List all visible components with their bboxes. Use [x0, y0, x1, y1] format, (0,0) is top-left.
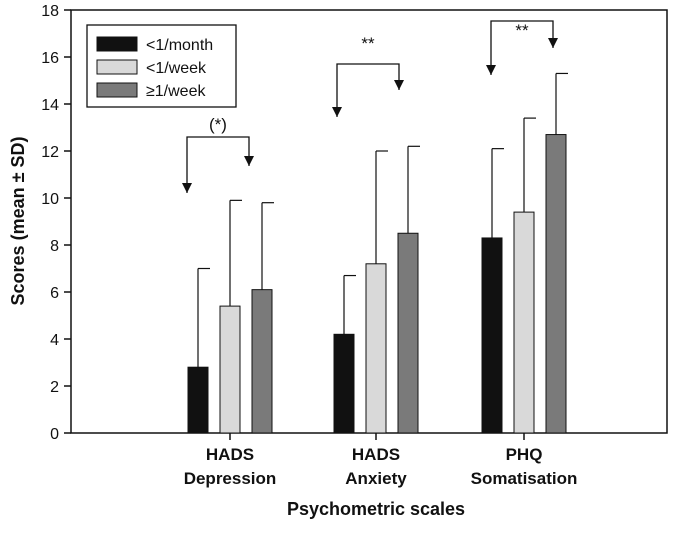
- significance-brackets: (*) ** **: [182, 20, 558, 193]
- bar: [545, 134, 567, 434]
- x-category-label: HADS: [352, 445, 400, 464]
- y-tick-label: 4: [50, 332, 59, 349]
- y-axis-title: Scores (mean ± SD): [8, 137, 28, 306]
- significance-bracket: [186, 136, 250, 193]
- y-tick-label: 12: [41, 144, 59, 161]
- legend-label: <1/week: [146, 60, 207, 77]
- legend: <1/month <1/week ≥1/week: [86, 24, 237, 108]
- x-category-label: HADS: [206, 445, 254, 464]
- x-category-label: Depression: [184, 469, 277, 488]
- significance-label: (*): [209, 115, 227, 134]
- bar: [397, 232, 419, 434]
- legend-swatch: [96, 82, 138, 98]
- bracket-arrowhead: [548, 38, 558, 48]
- bracket-arrowhead: [394, 80, 404, 90]
- bars: [187, 134, 567, 434]
- significance-label: **: [515, 21, 529, 40]
- bracket-arrowhead: [332, 107, 342, 117]
- bar: [251, 289, 273, 434]
- bar: [481, 237, 503, 434]
- y-tick-label: 10: [41, 191, 59, 208]
- x-category-label: PHQ: [506, 445, 543, 464]
- y-tick-label: 16: [41, 50, 59, 67]
- significance-label: **: [361, 34, 375, 53]
- bar: [333, 333, 355, 434]
- legend-swatch: [96, 59, 138, 75]
- bar: [365, 263, 387, 434]
- y-tick-label: 18: [41, 3, 59, 20]
- x-category-label: Somatisation: [471, 469, 578, 488]
- bracket-arrowhead: [244, 156, 254, 166]
- legend-label: <1/month: [146, 37, 213, 54]
- significance-bracket: [490, 20, 554, 75]
- y-tick-label: 14: [41, 97, 59, 114]
- legend-swatch: [96, 36, 138, 52]
- y-tick-label: 2: [50, 379, 59, 396]
- bracket-arrowhead: [182, 183, 192, 193]
- legend-label: ≥1/week: [146, 83, 206, 100]
- bar: [513, 211, 535, 434]
- bar: [187, 366, 209, 434]
- y-tick-label: 6: [50, 285, 59, 302]
- bar: [219, 305, 241, 434]
- error-bars: [197, 72, 568, 368]
- y-tick-label: 8: [50, 238, 59, 255]
- x-axis-title: Psychometric scales: [287, 499, 465, 519]
- bracket-arrowhead: [486, 65, 496, 75]
- significance-bracket: [336, 63, 400, 117]
- y-tick-label: 0: [50, 426, 59, 443]
- x-category-label: Anxiety: [345, 469, 407, 488]
